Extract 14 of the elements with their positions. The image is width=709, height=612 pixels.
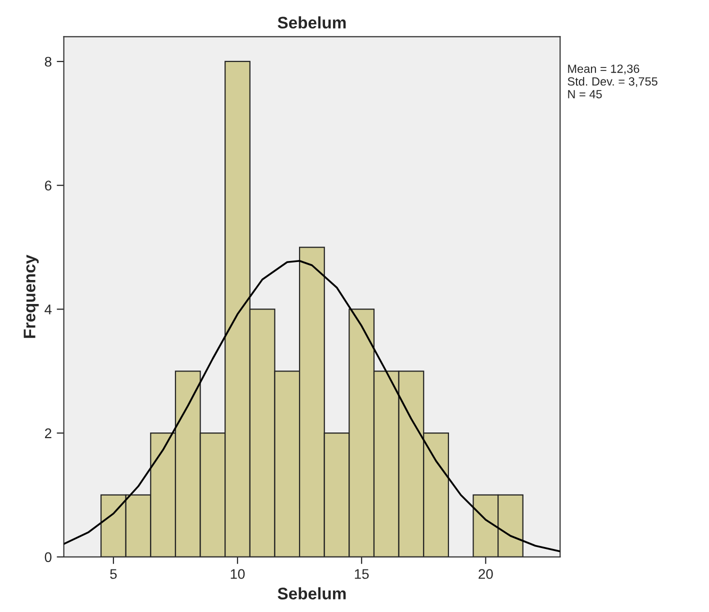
y-tick-label: 4 — [44, 304, 52, 314]
text: Mean = 12,36 Std. Dev. = 3,755 N = 45 — [568, 64, 658, 98]
y-tick-label: 2 — [44, 428, 52, 438]
y-tick-label: 6 — [44, 180, 52, 191]
y-axis-title: Frequency — [24, 254, 39, 338]
y-tick-label: 8 — [44, 56, 52, 67]
x-tick-label: 20 — [478, 569, 493, 579]
x-tick-label: 15 — [354, 569, 369, 579]
chart-title: Sebelum — [278, 16, 346, 29]
y-tick-label: 0 — [44, 552, 52, 562]
x-tick-label: 10 — [230, 569, 245, 579]
x-tick-label: 5 — [110, 569, 117, 579]
line-series — [64, 260, 560, 552]
x-axis-title: Sebelum — [278, 587, 346, 600]
